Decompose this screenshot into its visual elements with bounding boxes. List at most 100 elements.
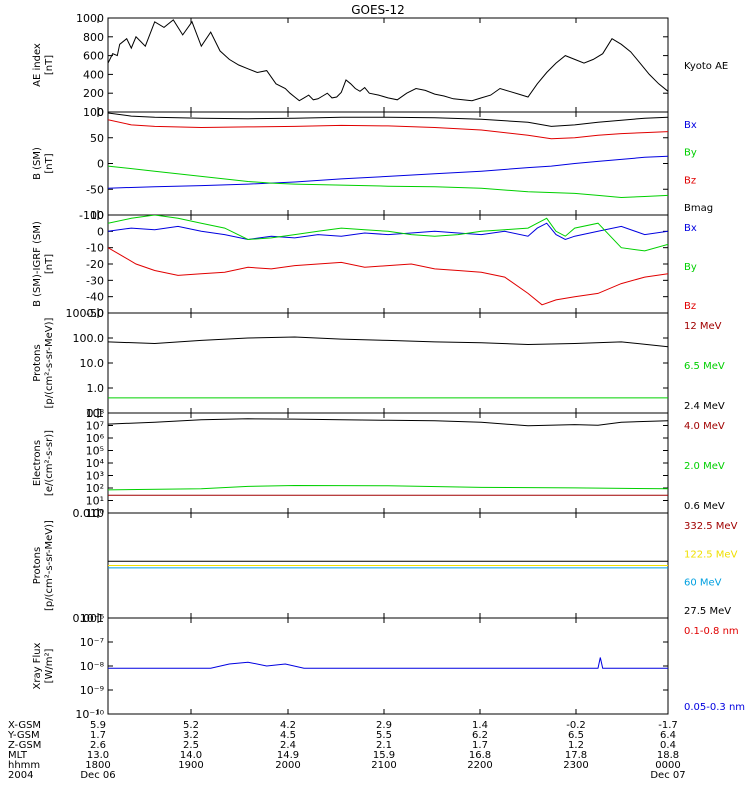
legend-60-MeV: 60 MeV [684, 578, 722, 589]
series-line-Kyoto-AE [108, 19, 668, 102]
y-tick-label: 1000.0 [66, 307, 105, 320]
y-tick-label: 1.0 [87, 382, 105, 395]
y-tick-label: 10⁸ [86, 407, 105, 420]
panel-frame [107, 617, 669, 715]
y-axis-label: Protons [32, 344, 43, 381]
footer-value: 4.5 [280, 730, 296, 741]
legend-Bz: Bz [684, 301, 696, 312]
y-tick-label: 0.1 [87, 407, 105, 420]
y-tick-label: -40 [86, 291, 104, 304]
footer-value: 6.5 [568, 730, 584, 741]
footer-value: 16.8 [469, 750, 491, 761]
panel-4: 0.1 1.0 10.0 100.0 1000.0 Protons [p/(cm²-s-sr… [32, 307, 725, 420]
x-axis-footer: X-GSM 5.9 5.2 4.2 2.9 1.4 -0.2 -1.7 Y-GSM 1.7 3.2 4… [7, 720, 686, 781]
series-line-By [108, 215, 668, 252]
panel-1: 0 200 400 600 800 1000 AE index [nT] Kyoto AE [32, 12, 728, 119]
legend-0-1-0-8-nm: 0.1-0.8 nm [684, 626, 739, 637]
y-tick-label: 1000 [76, 12, 104, 25]
y-axis-label: [W/m²] [44, 648, 55, 683]
legend-Kyoto-AE: Kyoto AE [684, 61, 728, 72]
legend-6-5-MeV: 6.5 MeV [684, 361, 725, 372]
legend-12-MeV: 12 MeV [684, 321, 722, 332]
y-axis-label: [nT] [44, 254, 55, 274]
y-axis-label: [p/(cm²-s-sr-MeV)] [44, 317, 55, 408]
y-tick-label: 800 [83, 31, 104, 44]
y-axis-label: Electrons [32, 440, 43, 486]
y-tick-label: 10⁵ [86, 445, 104, 458]
y-tick-label: 0 [97, 158, 104, 171]
footer-value: 2.5 [183, 740, 199, 751]
y-tick-label: 400 [83, 68, 104, 81]
y-axis-label: B (SM)-IGRF (SM) [32, 221, 43, 307]
series-line-0-05-0-3-nm [108, 657, 668, 669]
legend-332-5-MeV: 332.5 MeV [684, 521, 738, 532]
series-line-0-6-MeV [108, 418, 668, 427]
footer-value: 6.4 [660, 730, 676, 741]
series-line-2-0-MeV [108, 484, 668, 491]
legend-0-6-MeV: 0.6 MeV [684, 501, 725, 512]
footer-value: 0.4 [660, 740, 676, 751]
footer-row-label: MLT [8, 750, 28, 761]
y-tick-label: 10⁻¹⁰ [75, 708, 104, 721]
y-tick-label: -50 [86, 307, 104, 320]
series-line-Bz [108, 119, 668, 140]
y-axis-label: [p/(cm²-s-sr-MeV)] [44, 520, 55, 611]
footer-value: 13.0 [87, 750, 109, 761]
legend-Bx: Bx [684, 223, 697, 234]
series-line-Bx [108, 155, 668, 189]
footer-value: 1.4 [472, 720, 488, 731]
panel-3: -50 -40 -30 -20 -10 0 10 B (SM)-IGRF (SM) [nT] Bx… [32, 209, 697, 320]
y-tick-label: 10 [90, 209, 104, 222]
y-axis-label: [nT] [44, 153, 55, 173]
y-tick-label: 10⁴ [86, 457, 105, 470]
footer-value: 1.7 [90, 730, 106, 741]
footer-value: 14.0 [180, 750, 202, 761]
y-tick-label: 200 [83, 87, 104, 100]
y-tick-label: 100.0 [73, 332, 105, 345]
footer-value: 18.8 [657, 750, 679, 761]
footer-row-label: X-GSM [8, 720, 41, 731]
footer-value: 2000 [275, 760, 300, 771]
footer-end-date: Dec 07 [650, 770, 685, 781]
legend-2-0-MeV: 2.0 MeV [684, 461, 725, 472]
footer-value: 1900 [178, 760, 203, 771]
footer-value: 17.8 [565, 750, 587, 761]
footer-value: 5.2 [183, 720, 199, 731]
y-axis-label: [nT] [44, 55, 55, 75]
footer-value: 2.6 [90, 740, 106, 751]
footer-value: 6.2 [472, 730, 488, 741]
y-tick-label: 50 [90, 132, 104, 145]
y-tick-label: -10 [86, 242, 104, 255]
legend-Bx: Bx [684, 120, 697, 131]
y-axis-label: [e/(cm²-s-sr)] [44, 430, 55, 496]
footer-value: -0.2 [566, 720, 586, 731]
y-tick-label: 0 [97, 106, 104, 119]
y-tick-label: 10⁶ [86, 432, 105, 445]
y-tick-label: 0.001 [73, 612, 105, 625]
series-line-Bx [108, 222, 668, 241]
footer-value: 2200 [467, 760, 492, 771]
y-tick-label: 10⁻⁹ [80, 684, 104, 697]
y-tick-label: 10² [86, 482, 104, 495]
footer-value: 2.4 [280, 740, 296, 751]
y-tick-label: 10⁻⁸ [80, 660, 105, 673]
y-tick-label: 600 [83, 50, 104, 63]
footer-value: 1800 [85, 760, 110, 771]
panel-6: 0.001 0.010 Protons [p/(cm²-s-sr-MeV)] 332.5… [32, 507, 738, 625]
y-tick-label: 0.010 [73, 507, 105, 520]
legend-By: By [684, 262, 697, 273]
y-tick-label: -20 [86, 258, 104, 271]
footer-value: 2.9 [376, 720, 392, 731]
series-line-By [108, 165, 668, 199]
legend-4-0-MeV: 4.0 MeV [684, 421, 725, 432]
y-tick-label: -50 [86, 183, 104, 196]
footer-value: 2.1 [376, 740, 392, 751]
legend-2-4-MeV: 2.4 MeV [684, 401, 725, 412]
series-line-Bz [108, 247, 668, 306]
legend-By: By [684, 148, 697, 159]
footer-value: 5.5 [376, 730, 392, 741]
